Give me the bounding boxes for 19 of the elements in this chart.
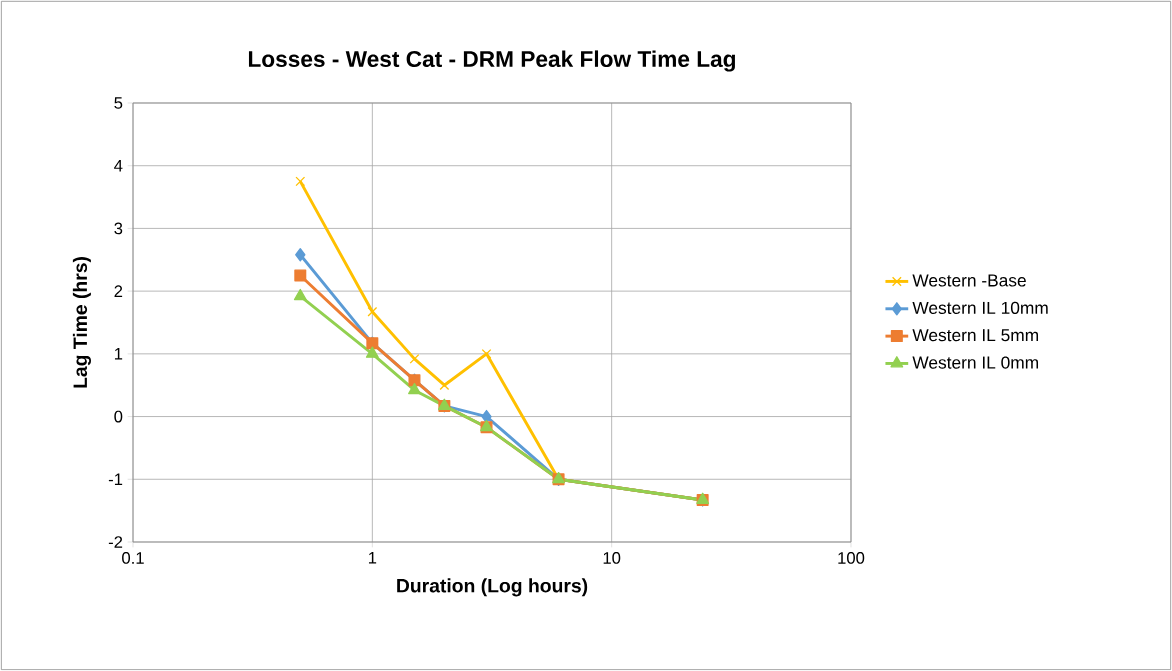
x-tick-label: 0.1 [122,552,144,564]
x-axis-title: Duration (Log hours) [397,578,588,597]
x-tick-label: 100 [838,552,865,564]
y-tick-label: 3 [114,222,123,235]
y-axis-title: Lag Time (hrs) [72,257,91,388]
legend-label: Western IL 5mm [912,329,1039,342]
y-tick-label: 0 [114,410,123,423]
legend-label: Western -Base [912,274,1026,287]
x-tick-label: 1 [368,552,377,564]
legend-label: Western IL 10mm [912,301,1048,314]
chart-title: Losses - West Cat - DRM Peak Flow Time Lag [248,50,736,72]
y-tick-label: 2 [114,285,123,297]
y-tick-label: -2 [108,536,123,548]
y-tick-label: -1 [108,473,123,486]
x-tick-label: 10 [603,552,621,564]
y-tick-label: 1 [114,348,123,360]
y-tick-label: 5 [114,97,123,109]
y-tick-label: 4 [114,159,123,172]
legend-label: Western IL 0mm [912,356,1039,369]
